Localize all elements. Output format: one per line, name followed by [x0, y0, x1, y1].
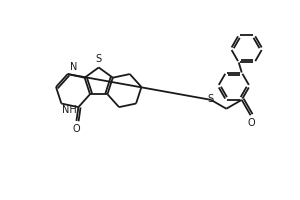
Text: O: O — [73, 124, 80, 134]
Text: NH: NH — [62, 105, 77, 115]
Text: O: O — [248, 118, 255, 128]
Text: S: S — [207, 94, 213, 104]
Text: N: N — [70, 62, 77, 72]
Text: S: S — [96, 54, 102, 64]
